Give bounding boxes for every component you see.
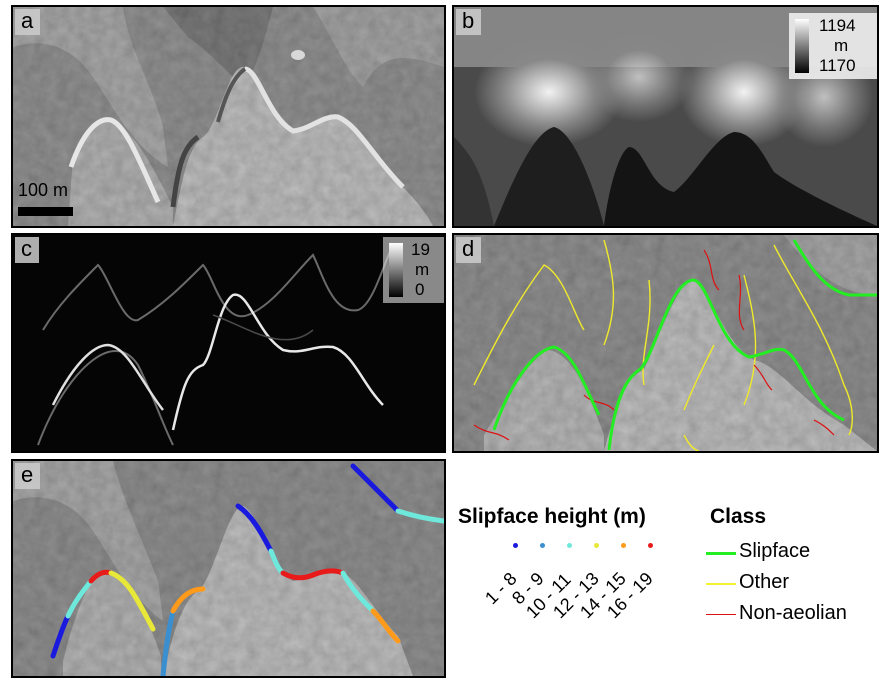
panel-e-heights: e [11,459,446,678]
colorbar-unit: m [834,36,849,55]
height-bin-dot [594,543,599,548]
height-bin-dot [567,543,572,548]
hillshade-image [13,7,444,226]
class-line-non-aeolian [706,614,736,615]
height-bin-dot [540,543,545,548]
class-label-slipface: Slipface [739,540,811,562]
scale-bar-label: 100 m [18,180,69,200]
slipface-heights-image [13,461,444,676]
panel-label: e [15,463,41,489]
colorbar-min: 1170 [819,56,856,75]
class-line-other [706,583,736,585]
classified-lines-image [454,235,877,451]
class-label-non-aeolian: Non-aeolian [739,602,847,624]
height-bin-dot [513,543,518,548]
colorbar-gradient [795,19,809,73]
colorbar-max: 1194 [819,16,856,35]
scale-bar [18,207,73,216]
panel-label: b [456,9,482,35]
class-legend-title: Class [710,505,767,528]
panel-c-height: c 19 m 0 [11,233,446,453]
class-label-other: Other [739,571,790,593]
panel-label: a [15,9,41,35]
elevation-colorbar: 1194 m 1170 [789,13,877,79]
class-line-slipface [706,552,736,555]
colorbar-gradient [389,243,403,297]
height-bin-dot [648,543,653,548]
height-bin-dot [621,543,626,548]
panel-label: c [15,237,39,263]
slipface-height-legend-title: Slipface height (m) [458,505,646,528]
colorbar-max: 19 [411,240,430,259]
panel-b-dem: b 1194 m 1170 [452,5,879,228]
colorbar-unit: m [415,260,430,279]
slipface-height-image [13,235,444,451]
colorbar-min: 0 [415,280,425,299]
height-colorbar: 19 m 0 [383,237,444,303]
panel-d-classes: d [452,233,879,453]
panel-label: d [456,237,482,263]
panel-a-hillshade: a 100 m [11,5,446,228]
